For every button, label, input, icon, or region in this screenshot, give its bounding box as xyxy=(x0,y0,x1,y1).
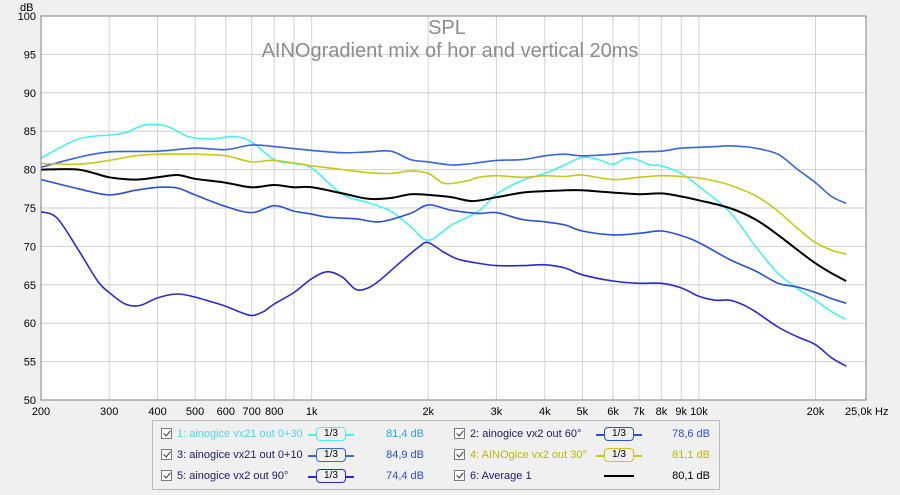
x-tick-label: 1k xyxy=(306,406,318,418)
x-tick-label: 10k xyxy=(690,406,708,418)
chart-subtitle: AINOgradient mix of hor and vertical 20m… xyxy=(262,40,639,62)
legend-level: 74,4 dB xyxy=(386,470,424,482)
legend-smoothing-label: 1/3 xyxy=(316,448,346,462)
legend-item-5: 5: ainogice vx2 out 90° 1/3 74,4 dB xyxy=(161,466,424,486)
legend-item-1: 1: ainogice vx21 out 0+30 1/3 81,4 dB xyxy=(161,424,424,444)
legend-checkbox[interactable] xyxy=(454,449,465,460)
y-tick-label: 50 xyxy=(24,395,36,407)
legend-level: 81,4 dB xyxy=(386,428,424,440)
series-line-1 xyxy=(40,123,847,321)
legend-checkbox[interactable] xyxy=(454,470,465,481)
legend-swatch: 1/3 xyxy=(596,448,642,462)
legend-swatch xyxy=(604,475,634,477)
x-tick-label: 5k xyxy=(577,406,589,418)
x-tick-labels: 200 300 400 500 600 700 800 1k 2k 3k 4k 5k 6k 7k 8k 9k 1… xyxy=(32,406,889,418)
legend-series-name: 2: ainogice vx2 out 60° xyxy=(470,428,582,440)
series-line-5 xyxy=(40,211,847,367)
x-tick-label: 300 xyxy=(100,406,118,418)
x-tick-label: 20k xyxy=(807,406,825,418)
legend-swatch: 1/3 xyxy=(596,427,642,441)
series-layer xyxy=(40,123,847,367)
legend-item-3: 3: ainogice vx21 out 0+10 1/3 84,9 dB xyxy=(161,445,424,465)
x-tick-label: 2k xyxy=(422,406,434,418)
x-tick-label: 200 xyxy=(32,406,50,418)
legend-swatch: 1/3 xyxy=(308,469,354,483)
legend-checkbox[interactable] xyxy=(454,428,465,439)
y-axis-label: dB xyxy=(20,2,33,14)
series-line-6 xyxy=(40,168,847,282)
x-tick-label: 600 xyxy=(217,406,235,418)
y-tick-label: 55 xyxy=(24,357,36,369)
legend-checkbox[interactable] xyxy=(161,428,172,439)
legend-smoothing-label: 1/3 xyxy=(316,469,346,483)
legend-level: 84,9 dB xyxy=(386,449,424,461)
y-tick-label: 70 xyxy=(24,241,36,253)
x-tick-label: 800 xyxy=(265,406,283,418)
x-tick-label: 25,0k Hz xyxy=(845,406,888,418)
legend-series-name: 6: Average 1 xyxy=(470,470,532,482)
legend-smoothing-label: 1/3 xyxy=(604,427,634,441)
x-tick-label: 8k xyxy=(656,406,668,418)
x-tick-label: 7k xyxy=(633,406,645,418)
y-tick-label: 90 xyxy=(24,88,36,100)
legend-level: 81,1 dB xyxy=(672,449,710,461)
y-tick-labels: 50 55 60 65 70 75 80 85 90 95 100 xyxy=(18,11,36,407)
y-tick-label: 100 xyxy=(18,11,36,23)
x-tick-label: 700 xyxy=(243,406,261,418)
y-tick-label: 60 xyxy=(24,318,36,330)
plot-border xyxy=(40,15,867,401)
x-tick-label: 6k xyxy=(607,406,619,418)
legend-item-2: 2: ainogice vx2 out 60° 1/3 78,6 dB xyxy=(454,424,714,444)
x-tick-label: 9k xyxy=(675,406,687,418)
legend-series-name: 1: ainogice vx21 out 0+30 xyxy=(177,428,303,440)
chart-title: SPL xyxy=(428,17,466,39)
legend-item-6: 6: Average 1 80,1 dB xyxy=(454,466,714,486)
legend-item-4: 4: AINOgice vx2 out 30° 1/3 81,1 dB xyxy=(454,445,714,465)
legend-smoothing-label: 1/3 xyxy=(604,448,634,462)
series-line-2 xyxy=(40,178,847,304)
legend-checkbox[interactable] xyxy=(161,449,172,460)
legend-level: 78,6 dB xyxy=(672,428,710,440)
legend-smoothing-label: 1/3 xyxy=(316,427,346,441)
x-tick-label: 3k xyxy=(491,406,503,418)
legend-swatch: 1/3 xyxy=(308,448,354,462)
legend-swatch: 1/3 xyxy=(308,427,354,441)
series-line-4 xyxy=(40,153,847,255)
legend-checkbox[interactable] xyxy=(161,470,172,481)
y-tick-label: 75 xyxy=(24,203,36,215)
x-tick-label: 4k xyxy=(539,406,551,418)
y-tick-label: 65 xyxy=(24,280,36,292)
y-tick-label: 80 xyxy=(24,165,36,177)
legend-level: 80,1 dB xyxy=(672,470,710,482)
legend-series-name: 5: ainogice vx2 out 90° xyxy=(177,470,289,482)
y-tick-label: 95 xyxy=(24,49,36,61)
x-tick-label: 400 xyxy=(148,406,166,418)
legend-series-name: 3: ainogice vx21 out 0+10 xyxy=(177,449,303,461)
spl-chart: 50 55 60 65 70 75 80 85 90 95 100 200 300 400 500 600 7… xyxy=(17,2,889,418)
series-line-3 xyxy=(40,144,847,205)
legend: 1: ainogice vx21 out 0+30 1/3 81,4 dB 2: ai… xyxy=(152,420,720,490)
legend-series-name: 4: AINOgice vx2 out 30° xyxy=(470,449,587,461)
y-tick-label: 85 xyxy=(24,126,36,138)
x-tick-label: 500 xyxy=(186,406,204,418)
